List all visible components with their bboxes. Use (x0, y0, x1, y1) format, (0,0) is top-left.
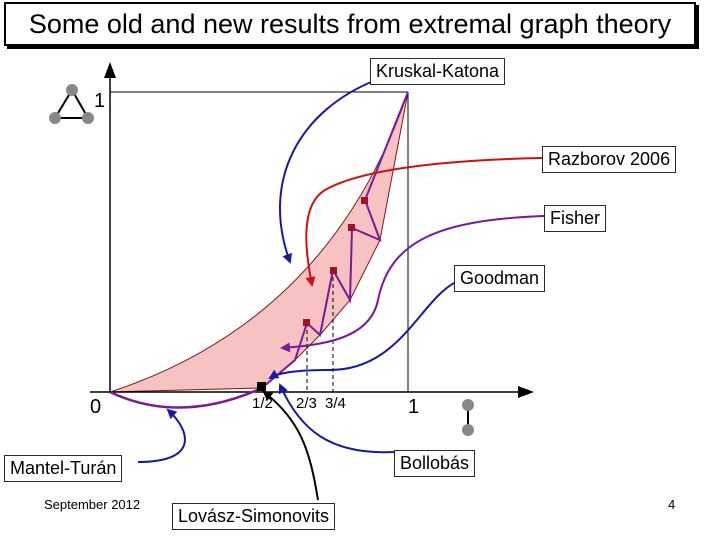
bollobas-label: Bollobás (394, 450, 476, 477)
mark-point (361, 197, 368, 204)
fisher-arrow (280, 215, 545, 353)
mark-point (348, 224, 355, 231)
bollobas-arrow (278, 383, 395, 454)
triangle-graph-icon (49, 84, 94, 124)
x-tick-two-thirds: 2/3 (296, 395, 317, 412)
origin-label: 0 (90, 396, 102, 418)
fisher-label: Fisher (544, 205, 607, 232)
x-axis-arrow (518, 386, 534, 398)
mark-point (303, 319, 310, 326)
slide-title: Some old and new results from extremal g… (28, 8, 672, 39)
goodman-label: Goodman (454, 265, 546, 292)
footer-date: September 2012 (44, 497, 141, 512)
x-tick-three-quarters: 3/4 (325, 395, 346, 412)
mantel-turan-arrow (137, 408, 186, 463)
edge-graph-icon (462, 399, 474, 436)
kruskal-katona-label: Kruskal-Katona (370, 58, 506, 85)
lovasz-simonovits-label: Lovász-Simonovits (172, 503, 336, 530)
mark-point-half (257, 382, 266, 391)
mark-point (330, 267, 337, 274)
lovasz-simonovits-arrow (262, 390, 319, 501)
mantel-turan-curve (109, 386, 263, 409)
page-number: 4 (668, 497, 676, 512)
kruskal-katona-arrow (279, 79, 377, 264)
x-tick-half: 1/2 (252, 395, 273, 412)
title-box: Some old and new results from extremal g… (4, 2, 696, 46)
razborov-label: Razborov 2006 (542, 146, 677, 173)
mantel-turan-label: Mantel-Turán (4, 455, 123, 482)
lower-boundary-curve (261, 91, 409, 389)
y-axis-arrow (104, 62, 116, 78)
goodman-arrow (268, 281, 457, 380)
feasible-region (109, 91, 409, 393)
x-axis-one-label: 1 (408, 396, 420, 418)
y-axis-one-label: 1 (94, 90, 106, 112)
razborov-arrow (305, 157, 543, 287)
